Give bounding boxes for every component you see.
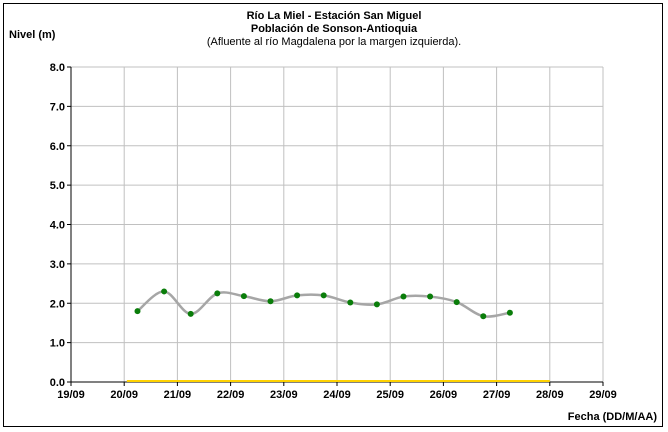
chart-note: (Afluente al río Magdalena por la margen… bbox=[206, 36, 462, 48]
data-point bbox=[427, 293, 434, 300]
chart-frame bbox=[3, 3, 663, 427]
data-point bbox=[480, 313, 487, 320]
chart-title-block: Río La Miel - Estación San Miguel Poblac… bbox=[0, 10, 668, 49]
x-tick-label: 28/09 bbox=[536, 389, 564, 401]
x-tick-label: 24/09 bbox=[323, 389, 351, 401]
y-tick-label: 2.0 bbox=[50, 298, 65, 310]
data-point bbox=[453, 299, 460, 306]
data-point bbox=[506, 309, 513, 316]
x-tick-label: 27/09 bbox=[483, 389, 511, 401]
data-point bbox=[400, 293, 407, 300]
x-tick-label: 26/09 bbox=[430, 389, 458, 401]
x-tick-label: 22/09 bbox=[217, 389, 245, 401]
data-point bbox=[161, 288, 168, 295]
data-point bbox=[187, 310, 194, 317]
data-point bbox=[373, 301, 380, 308]
x-tick-label: 29/09 bbox=[589, 389, 617, 401]
x-tick-label: 23/09 bbox=[270, 389, 298, 401]
y-tick-label: 8.0 bbox=[50, 62, 65, 74]
y-tick-label: 4.0 bbox=[50, 220, 65, 232]
y-tick-label: 0.0 bbox=[50, 377, 65, 389]
x-tick-label: 19/09 bbox=[57, 389, 85, 401]
data-point bbox=[267, 298, 274, 305]
y-tick-label: 1.0 bbox=[50, 338, 65, 350]
data-point bbox=[134, 308, 141, 315]
y-tick-label: 6.0 bbox=[50, 141, 65, 153]
chart-subtitle: Población de Sonson-Antioquia bbox=[250, 23, 418, 35]
data-point bbox=[214, 290, 221, 297]
chart-title: Río La Miel - Estación San Miguel bbox=[246, 10, 422, 22]
data-point bbox=[240, 293, 247, 300]
y-tick-label: 5.0 bbox=[50, 180, 65, 192]
x-tick-label: 25/09 bbox=[376, 389, 404, 401]
x-tick-label: 20/09 bbox=[110, 389, 138, 401]
x-tick-label: 21/09 bbox=[164, 389, 192, 401]
data-point bbox=[347, 299, 354, 306]
y-tick-label: 7.0 bbox=[50, 101, 65, 113]
y-axis-label: Nivel (m) bbox=[9, 29, 56, 41]
x-axis-label: Fecha (DD/M/AA) bbox=[567, 411, 657, 423]
data-point bbox=[294, 292, 301, 299]
data-point bbox=[320, 292, 327, 299]
y-tick-label: 3.0 bbox=[50, 259, 65, 271]
